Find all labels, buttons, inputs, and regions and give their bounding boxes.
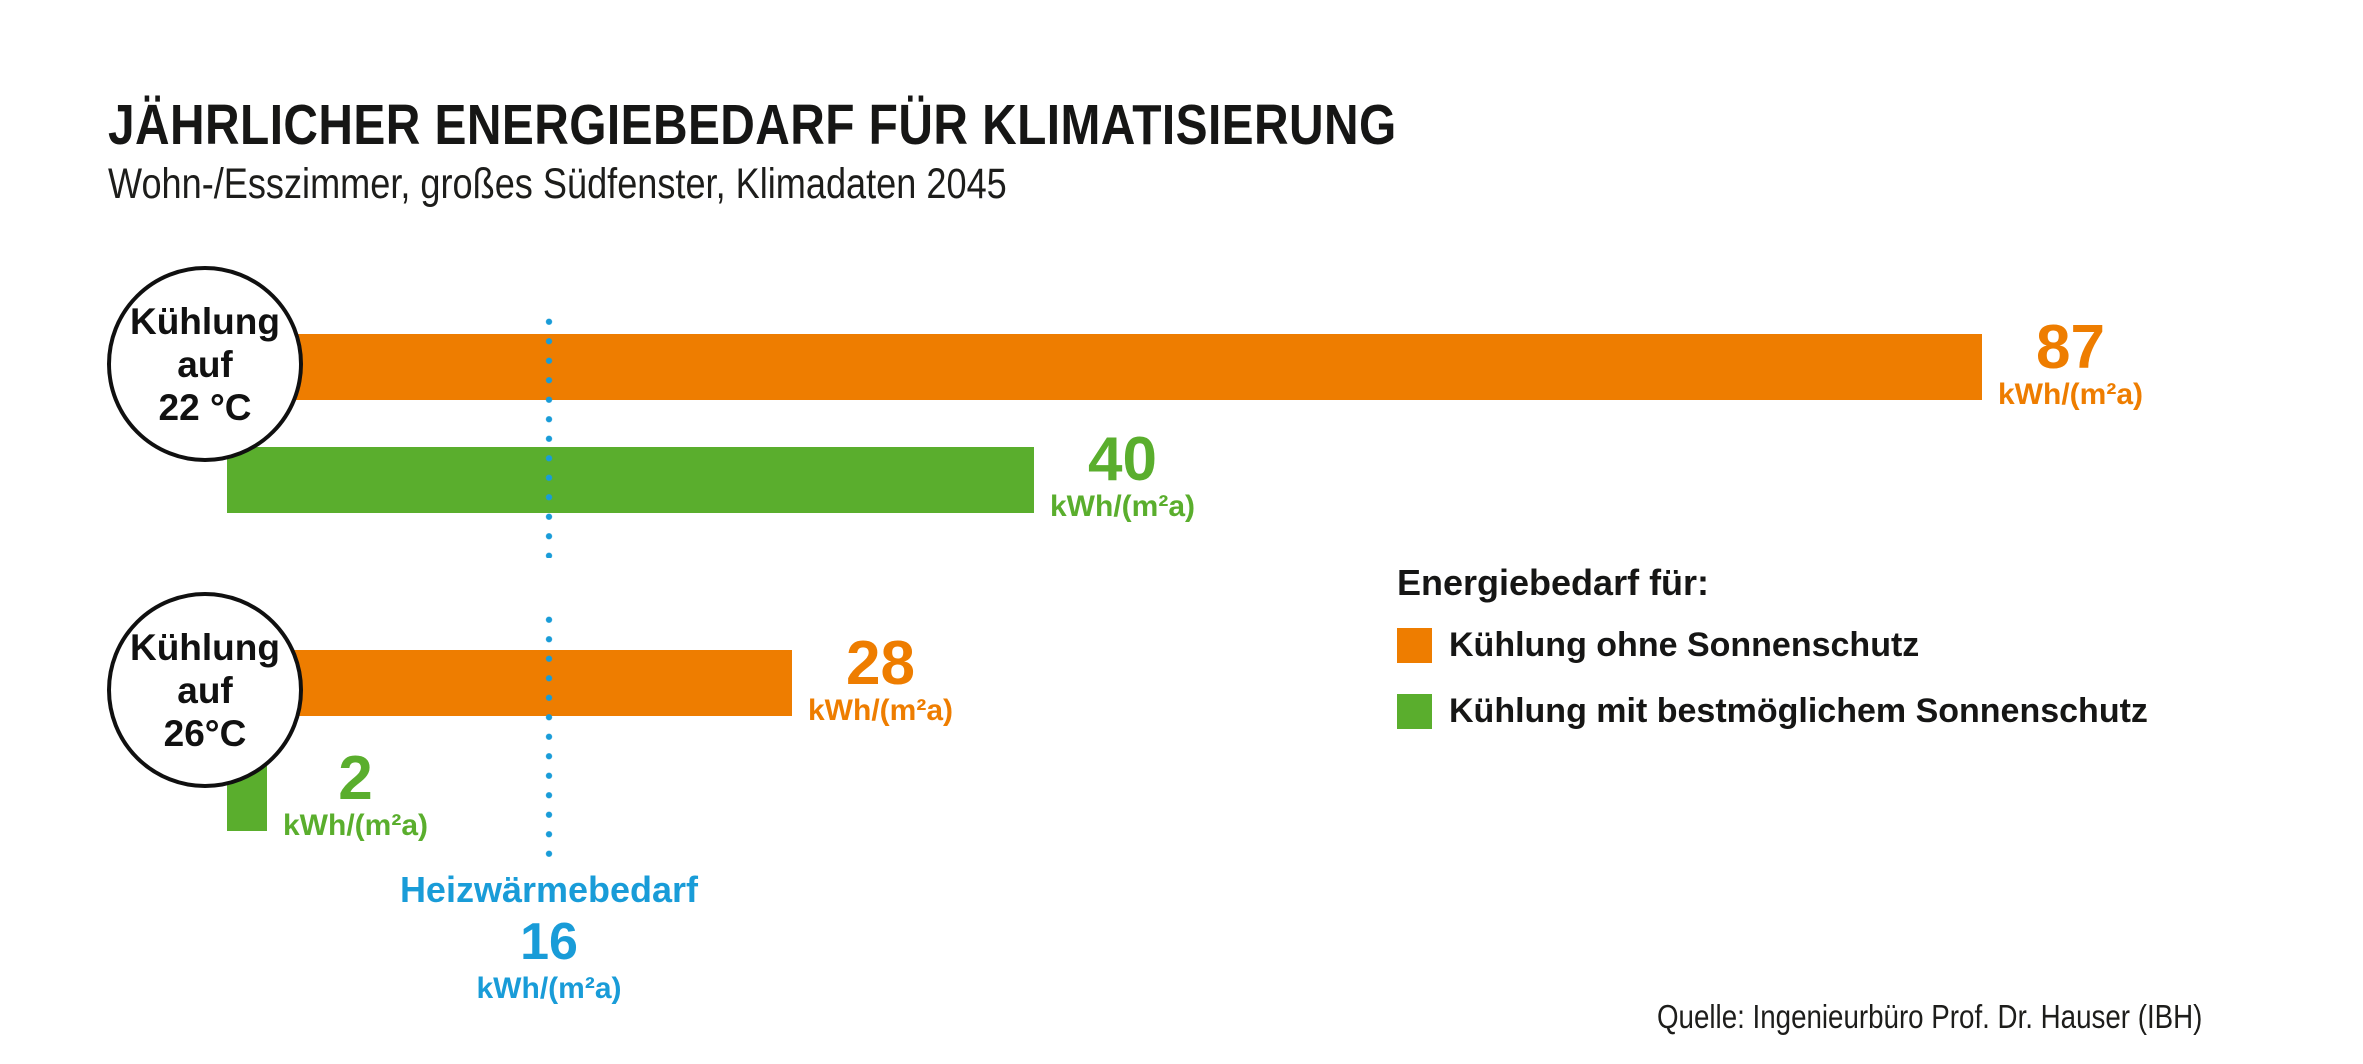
reference-line-segment-bottom [545,610,553,864]
value-number: 87 [2036,313,2105,382]
bar-cooling-22c-without-sunshade [227,334,1982,400]
page-title: JÄHRLICHER ENERGIEBEDARF FÜR KLIMATISIER… [108,93,1397,157]
value-number: 28 [846,629,915,698]
value-number: 40 [1088,425,1157,494]
page-subtitle: Wohn-/Esszimmer, großes Südfenster, Klim… [108,160,1007,208]
group-label-line: Kühlung [129,626,280,668]
reference-line-value: 16 [520,913,578,971]
legend-item-with-sunshade: Kühlung mit bestmöglichem Sonnenschutz [1397,692,2148,731]
reference-line-segment-top [545,312,553,558]
group-label-line: auf [177,669,233,711]
legend-label: Kühlung ohne Sonnenschutz [1449,626,1920,664]
value-label-2: 2 kWh/(m²a) [283,744,428,843]
reference-line-label-block: Heizwärmebedarf 16 kWh/(m²a) [299,868,799,1006]
legend-swatch-orange [1397,628,1432,663]
value-label-87: 87 kWh/(m²a) [1998,313,2143,412]
legend-label: Kühlung mit bestmöglichem Sonnenschutz [1449,692,2148,730]
value-unit: kWh/(m²a) [1998,378,2143,411]
group-label-line: 26°C [163,712,247,754]
value-label-28: 28 kWh/(m²a) [808,629,953,728]
group-label-line: Kühlung [129,300,280,342]
bar-cooling-22c-with-sunshade [227,447,1034,513]
value-unit: kWh/(m²a) [1050,490,1195,523]
value-unit: kWh/(m²a) [283,809,428,842]
reference-line-unit: kWh/(m²a) [476,972,622,1005]
legend-item-without-sunshade: Kühlung ohne Sonnenschutz [1397,626,1919,665]
source-credit: Quelle: Ingenieurbüro Prof. Dr. Hauser (… [1657,998,2203,1035]
group-label-line: 22 °C [158,386,252,428]
value-label-40: 40 kWh/(m²a) [1050,425,1195,524]
group-label-line: auf [177,343,233,385]
legend-title: Energiebedarf für: [1397,562,1710,603]
group-label-cooling-26c: Kühlung auf 26°C [107,592,303,788]
value-number: 2 [338,744,373,813]
group-label-cooling-22c: Kühlung auf 22 °C [107,266,303,462]
bar-cooling-26c-without-sunshade [227,650,792,716]
reference-line-label: Heizwärmebedarf [399,869,699,910]
legend-swatch-green [1397,694,1432,729]
value-unit: kWh/(m²a) [808,694,953,727]
